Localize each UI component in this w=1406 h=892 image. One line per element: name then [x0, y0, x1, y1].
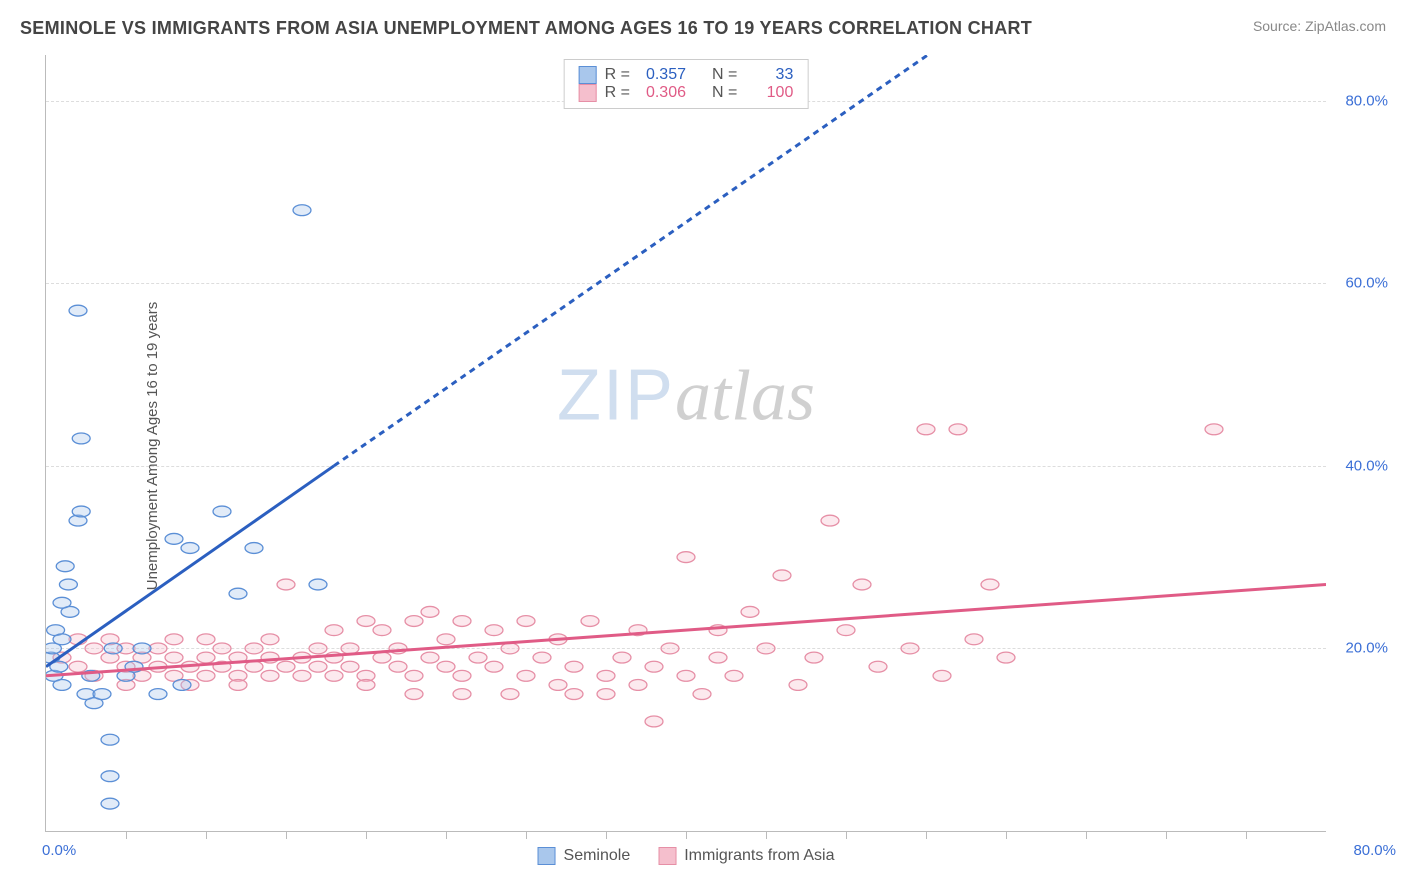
- x-tick: [1246, 831, 1247, 839]
- x-tick: [1006, 831, 1007, 839]
- x-tick: [686, 831, 687, 839]
- legend-item-seminole: Seminole: [538, 847, 631, 865]
- y-tick-label: 40.0%: [1345, 457, 1388, 474]
- y-tick-label: 60.0%: [1345, 275, 1388, 292]
- n-value-seminole: 33: [745, 66, 793, 84]
- chart-area: ZIPatlas R = 0.357 N = 33 R = 0.306 N = …: [45, 55, 1326, 832]
- n-label: N =: [712, 66, 737, 84]
- x-tick: [366, 831, 367, 839]
- x-tick: [446, 831, 447, 839]
- x-tick: [526, 831, 527, 839]
- source-attribution: Source: ZipAtlas.com: [1253, 18, 1386, 34]
- swatch-seminole: [579, 66, 597, 84]
- x-axis-min-label: 0.0%: [42, 842, 76, 859]
- r-value-asia: 0.306: [638, 84, 686, 102]
- chart-title: SEMINOLE VS IMMIGRANTS FROM ASIA UNEMPLO…: [20, 18, 1032, 39]
- scatter-svg: [46, 55, 1326, 831]
- swatch-asia-2: [658, 847, 676, 865]
- x-tick: [766, 831, 767, 839]
- swatch-seminole-2: [538, 847, 556, 865]
- legend-label-seminole: Seminole: [564, 847, 631, 865]
- plot-region: ZIPatlas R = 0.357 N = 33 R = 0.306 N = …: [45, 55, 1326, 832]
- x-tick: [1166, 831, 1167, 839]
- x-tick: [846, 831, 847, 839]
- swatch-asia: [579, 84, 597, 102]
- y-tick-label: 20.0%: [1345, 640, 1388, 657]
- x-tick: [606, 831, 607, 839]
- stats-row-seminole: R = 0.357 N = 33: [579, 66, 794, 84]
- x-tick: [126, 831, 127, 839]
- x-axis-max-label: 80.0%: [1353, 842, 1396, 859]
- y-tick-label: 80.0%: [1345, 92, 1388, 109]
- x-tick: [206, 831, 207, 839]
- x-tick: [286, 831, 287, 839]
- legend-label-asia: Immigrants from Asia: [684, 847, 834, 865]
- n-value-asia: 100: [745, 84, 793, 102]
- correlation-stats-box: R = 0.357 N = 33 R = 0.306 N = 100: [564, 59, 809, 109]
- r-label: R =: [605, 66, 630, 84]
- stats-row-asia: R = 0.306 N = 100: [579, 84, 794, 102]
- series-legend: Seminole Immigrants from Asia: [538, 847, 835, 865]
- x-tick: [926, 831, 927, 839]
- r-label-2: R =: [605, 84, 630, 102]
- x-tick: [1086, 831, 1087, 839]
- n-label-2: N =: [712, 84, 737, 102]
- legend-item-asia: Immigrants from Asia: [658, 847, 834, 865]
- r-value-seminole: 0.357: [638, 66, 686, 84]
